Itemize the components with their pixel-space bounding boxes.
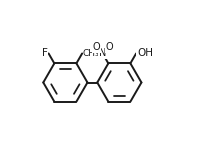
Text: F: F <box>42 49 48 58</box>
Text: OH: OH <box>137 49 153 58</box>
Text: N: N <box>99 49 106 58</box>
Text: O: O <box>92 42 100 52</box>
Text: O: O <box>105 42 113 52</box>
Text: CH₃: CH₃ <box>83 49 99 58</box>
